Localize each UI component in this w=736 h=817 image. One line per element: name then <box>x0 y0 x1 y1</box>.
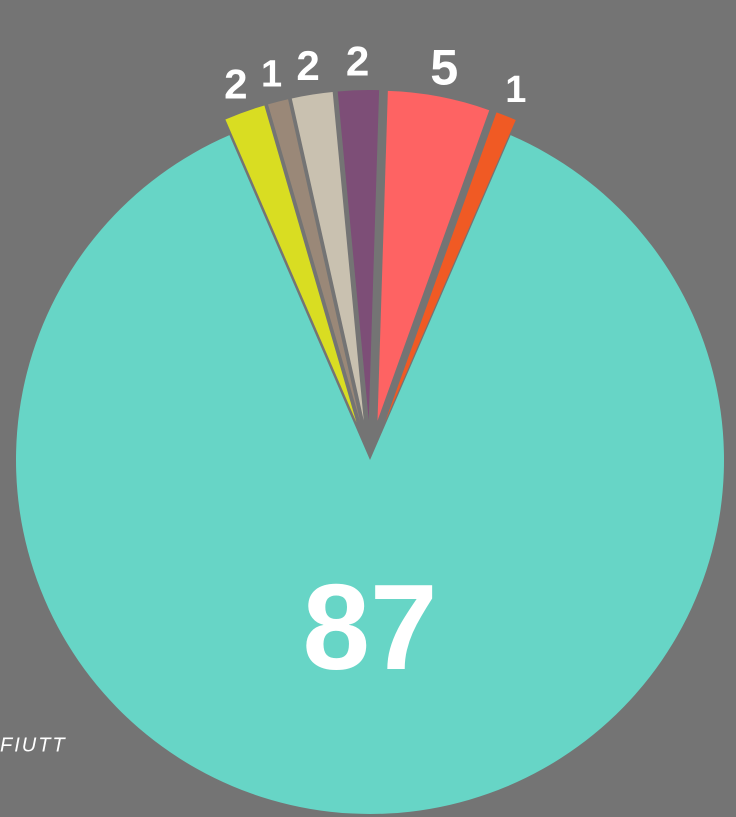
pie-slice <box>384 112 516 423</box>
pie-slice <box>377 90 490 421</box>
pie-slice <box>337 90 380 421</box>
data-label: 5 <box>430 38 458 95</box>
data-label: 2 <box>346 37 369 84</box>
data-label: 1 <box>261 53 282 95</box>
pie-slice <box>267 99 361 422</box>
caption: FIUTT <box>0 734 67 756</box>
pie-slice <box>225 105 357 423</box>
data-label: 2 <box>224 61 247 108</box>
data-label: 2 <box>296 42 319 89</box>
data-label: 1 <box>505 69 526 111</box>
pie-slice <box>15 135 724 814</box>
data-label: 87 <box>303 559 438 695</box>
pie-slice <box>291 91 364 421</box>
